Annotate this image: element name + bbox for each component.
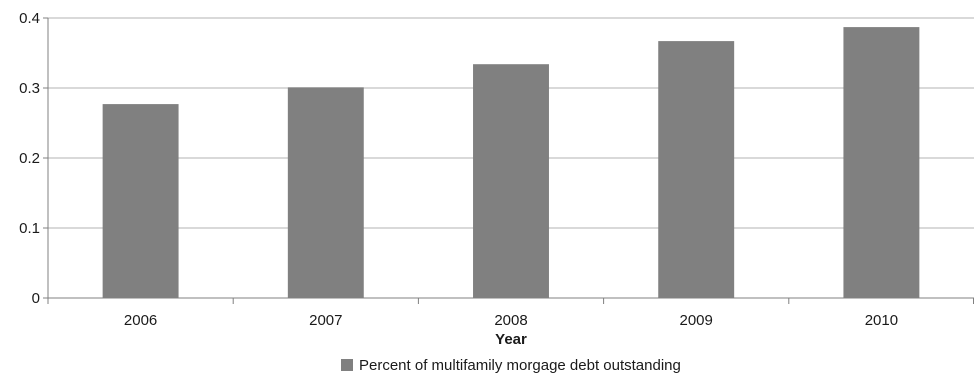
bar-2007 xyxy=(287,87,364,298)
legend-swatch xyxy=(341,359,353,371)
y-axis-ticks: 0 0.1 0.2 0.3 0.4 xyxy=(19,10,49,307)
bars xyxy=(102,27,920,298)
bar-2010 xyxy=(843,27,920,298)
x-axis-title: Year xyxy=(495,331,527,348)
x-tick-label: 2010 xyxy=(865,312,898,329)
bar-2006 xyxy=(102,104,179,298)
y-tick-label: 0 xyxy=(32,290,40,307)
x-tick-label: 2009 xyxy=(680,312,713,329)
bar-2009 xyxy=(658,41,735,298)
x-tick-label: 2007 xyxy=(309,312,342,329)
legend-label: Percent of multifamily morgage debt outs… xyxy=(359,357,681,374)
x-tick-label: 2008 xyxy=(494,312,527,329)
legend: Percent of multifamily morgage debt outs… xyxy=(341,357,681,374)
y-tick-label: 0.4 xyxy=(19,10,40,27)
y-tick-label: 0.1 xyxy=(19,220,40,237)
y-tick-label: 0.3 xyxy=(19,80,40,97)
bar-2008 xyxy=(473,64,549,298)
x-axis: 2006 2007 2008 2009 2010 xyxy=(47,297,974,329)
x-tick-label: 2006 xyxy=(124,312,157,329)
y-tick-label: 0.2 xyxy=(19,150,40,167)
